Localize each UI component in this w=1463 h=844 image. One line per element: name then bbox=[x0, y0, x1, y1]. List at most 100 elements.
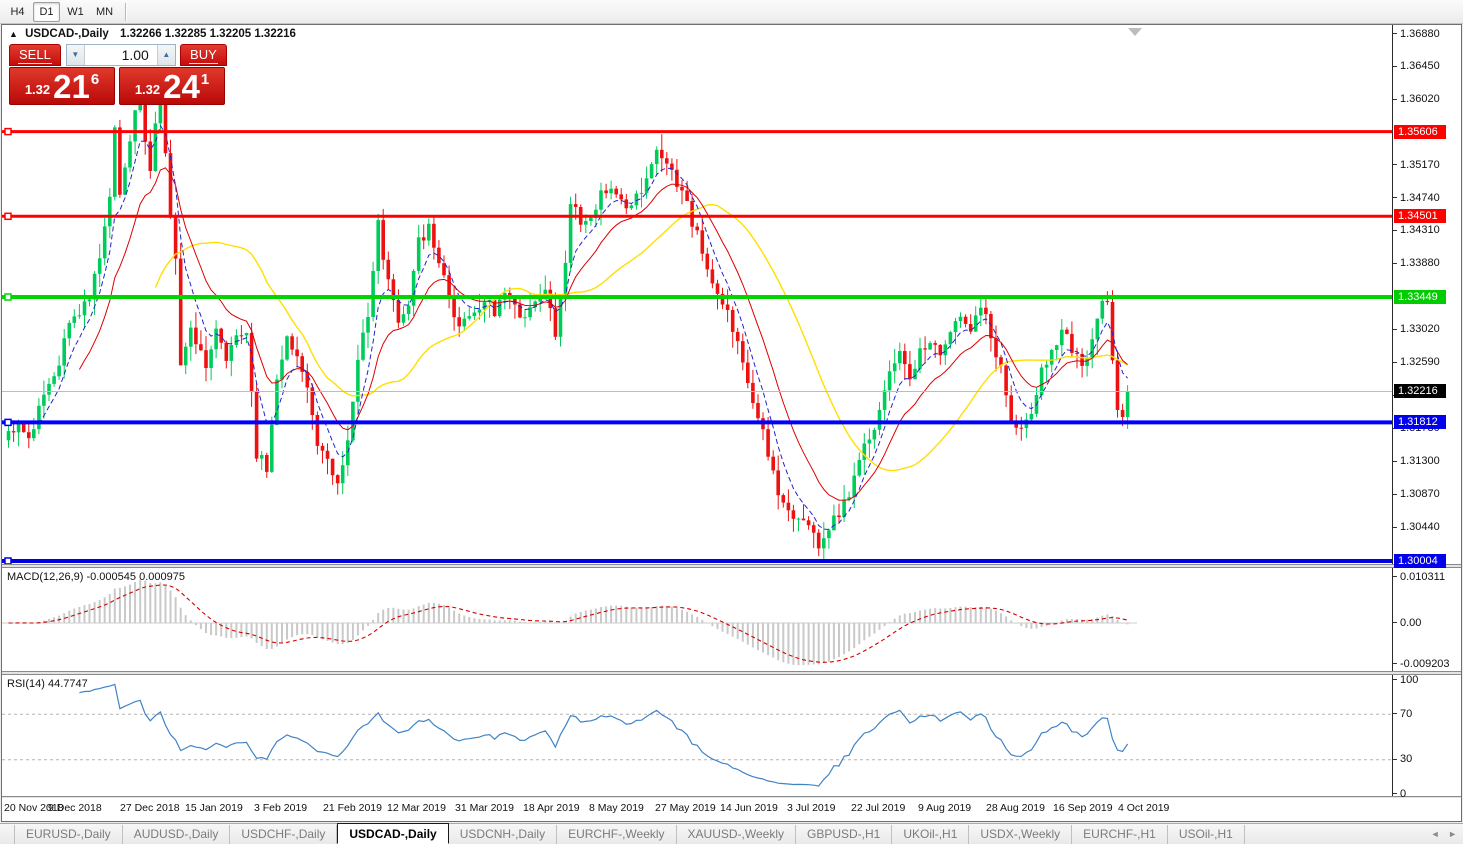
symbol-tab-xauusd[interactable]: XAUUSD-,Weekly bbox=[677, 825, 796, 844]
timeframe-button-d1[interactable]: D1 bbox=[33, 1, 60, 22]
sell-quote-box[interactable]: 1.32 21 6 bbox=[9, 67, 115, 105]
date-tick-label: 20 Nov 2018 bbox=[4, 802, 64, 814]
buy-button[interactable]: BUY bbox=[179, 44, 227, 66]
date-tick-label: 16 Sep 2019 bbox=[1053, 802, 1113, 814]
symbol-tab-usdx[interactable]: USDX-,Weekly bbox=[969, 825, 1073, 844]
date-tick-label: 3 Feb 2019 bbox=[254, 802, 308, 814]
scroll-to-end-icon[interactable] bbox=[1128, 28, 1142, 36]
symbol-tab-ukoil[interactable]: UKOil-,H1 bbox=[892, 825, 970, 844]
macd-canvas[interactable] bbox=[2, 568, 1392, 671]
line-handle[interactable] bbox=[4, 127, 12, 136]
buy-price-big: 24 bbox=[163, 68, 200, 105]
tab-scroll-arrows: ◄ ► bbox=[1425, 829, 1457, 839]
macd-panel[interactable]: 0.010311 0.00 -0.009203 MACD(12,26,9) -0.0… bbox=[2, 568, 1461, 671]
date-tick-label: 27 May 2019 bbox=[655, 802, 716, 814]
price-tick-label: 1.33880 bbox=[1393, 257, 1440, 270]
panel-separator[interactable] bbox=[2, 564, 1461, 568]
toolbar-separator bbox=[125, 2, 127, 21]
one-click-trading-panel: SELL ▼ ▲ BUY 1.32 21 6 1.32 24 1 bbox=[9, 44, 227, 105]
panel-separator[interactable] bbox=[2, 671, 1461, 675]
price-level-label: 1.34501 bbox=[1394, 209, 1446, 224]
date-tick-label: 15 Jan 2019 bbox=[185, 802, 243, 814]
price-level-label: 1.30004 bbox=[1394, 554, 1446, 569]
tab-scroll-right-button[interactable]: ► bbox=[1448, 829, 1457, 839]
timeframe-button-mn[interactable]: MN bbox=[95, 5, 114, 18]
date-tick-label: 9 Dec 2018 bbox=[48, 802, 102, 814]
symbol-tab-usdcad[interactable]: USDCAD-,Daily bbox=[337, 823, 449, 844]
chart-title: ▲ USDCAD-,Daily 1.32266 1.32285 1.32205 … bbox=[9, 28, 296, 40]
timeframe-toolbar: H4 D1 W1 MN bbox=[0, 0, 1463, 24]
date-tick-label: 14 Jun 2019 bbox=[720, 802, 778, 814]
date-tick-label: 27 Dec 2018 bbox=[120, 802, 180, 814]
price-level-label: 1.31812 bbox=[1394, 415, 1446, 430]
symbol-tab-usoil[interactable]: USOil-,H1 bbox=[1168, 825, 1245, 844]
macd-tick-label: 0.00 bbox=[1393, 617, 1421, 630]
line-handle[interactable] bbox=[4, 557, 12, 565]
date-tick-label: 18 Apr 2019 bbox=[523, 802, 580, 814]
price-tick-label: 1.32590 bbox=[1393, 356, 1440, 369]
symbol-tabbar: EURUSD-,Daily AUDUSD-,Daily USDCHF-,Daily U… bbox=[0, 823, 1463, 844]
date-tick-label: 28 Aug 2019 bbox=[986, 802, 1045, 814]
volume-increase-button[interactable]: ▲ bbox=[156, 45, 175, 65]
price-level-label: 1.33449 bbox=[1394, 289, 1446, 304]
candlestick-chart[interactable] bbox=[2, 25, 1392, 565]
date-tick-label: 21 Feb 2019 bbox=[323, 802, 382, 814]
price-tick-label: 1.30870 bbox=[1393, 488, 1440, 501]
timeframe-button-h4[interactable]: H4 bbox=[10, 5, 25, 18]
rsi-label: RSI(14) 44.7747 bbox=[7, 678, 88, 690]
price-tick-label: 1.36020 bbox=[1393, 93, 1440, 106]
date-tick-label: 3 Jul 2019 bbox=[787, 802, 836, 814]
main-chart-area[interactable]: 1.36880 1.36450 1.36020 1.35170 1.34740 1.343… bbox=[2, 25, 1461, 569]
symbol-tab-usdcnh[interactable]: USDCNH-,Daily bbox=[449, 825, 558, 844]
timeframe-buttons: H4 D1 W1 MN bbox=[3, 1, 119, 22]
price-tick-label: 1.36880 bbox=[1393, 28, 1440, 41]
volume-input[interactable] bbox=[84, 45, 157, 65]
macd-signal-line bbox=[8, 584, 1128, 663]
chart-window[interactable]: 1.36880 1.36450 1.36020 1.35170 1.34740 1.343… bbox=[1, 24, 1462, 822]
moving-average-line-0[interactable] bbox=[154, 203, 1128, 472]
macd-label: MACD(12,26,9) -0.000545 0.000975 bbox=[7, 571, 185, 583]
rsi-chart[interactable] bbox=[2, 675, 1392, 796]
candlesticks bbox=[6, 76, 1130, 563]
rsi-line bbox=[79, 683, 1129, 787]
buy-price-pip: 1 bbox=[200, 71, 210, 88]
symbol-tab-eurchf[interactable]: EURCHF-,Weekly bbox=[557, 825, 677, 844]
rsi-canvas[interactable] bbox=[2, 675, 1392, 796]
volume-decrease-button[interactable]: ▼ bbox=[66, 45, 85, 65]
symbol-tab-usdchf[interactable]: USDCHF-,Daily bbox=[230, 825, 338, 844]
tab-scroll-left-button[interactable]: ◄ bbox=[1430, 829, 1440, 839]
rsi-panel[interactable]: 100 70 30 0 RSI(14) 44.7747 bbox=[2, 674, 1461, 800]
symbol-tab-gbpusd[interactable]: GBPUSD-,H1 bbox=[796, 825, 893, 844]
moving-average-line-1[interactable] bbox=[78, 167, 1128, 501]
price-tick-label: 1.36450 bbox=[1393, 60, 1440, 73]
moving-average-line-2[interactable] bbox=[38, 124, 1128, 531]
symbol-tab-audusd[interactable]: AUDUSD-,Daily bbox=[123, 825, 231, 844]
symbol-tabs: EURUSD-,Daily AUDUSD-,Daily USDCHF-,Daily U… bbox=[14, 823, 1245, 844]
timeframe-button-w1[interactable]: W1 bbox=[67, 5, 84, 18]
volume-spinner: ▼ ▲ bbox=[65, 44, 176, 66]
price-level-label: 1.32216 bbox=[1394, 384, 1446, 399]
buy-quote-box[interactable]: 1.32 24 1 bbox=[119, 67, 225, 105]
price-axis: 1.36880 1.36450 1.36020 1.35170 1.34740 1.343… bbox=[1392, 25, 1461, 569]
date-tick-label: 12 Mar 2019 bbox=[387, 802, 446, 814]
macd-axis: 0.010311 0.00 -0.009203 bbox=[1392, 568, 1461, 671]
price-level-label: 1.35606 bbox=[1394, 124, 1446, 139]
price-tick-label: 1.34310 bbox=[1393, 224, 1440, 237]
panel-separator bbox=[2, 796, 1461, 798]
price-chart-canvas[interactable] bbox=[2, 25, 1392, 565]
line-handle[interactable] bbox=[4, 293, 12, 301]
rsi-axis: 100 70 30 0 bbox=[1392, 674, 1461, 800]
collapse-chart-icon[interactable]: ▲ bbox=[9, 29, 18, 39]
line-handle[interactable] bbox=[4, 212, 12, 221]
symbol-tab-eurusd[interactable]: EURUSD-,Daily bbox=[14, 825, 123, 844]
sell-button[interactable]: SELL bbox=[9, 44, 61, 66]
macd-chart[interactable] bbox=[2, 568, 1392, 671]
date-tick-label: 8 May 2019 bbox=[589, 802, 644, 814]
line-handle[interactable] bbox=[4, 418, 12, 427]
date-tick-label: 4 Oct 2019 bbox=[1118, 802, 1170, 814]
date-tick-label: 22 Jul 2019 bbox=[851, 802, 906, 814]
chart-ohlc-values: 1.32266 1.32285 1.32205 1.32216 bbox=[120, 28, 296, 40]
sell-price-prefix: 1.32 bbox=[24, 82, 51, 97]
symbol-tab-eurchf[interactable]: EURCHF-,H1 bbox=[1072, 825, 1168, 844]
chart-symbol-label: USDCAD-,Daily bbox=[25, 28, 109, 40]
